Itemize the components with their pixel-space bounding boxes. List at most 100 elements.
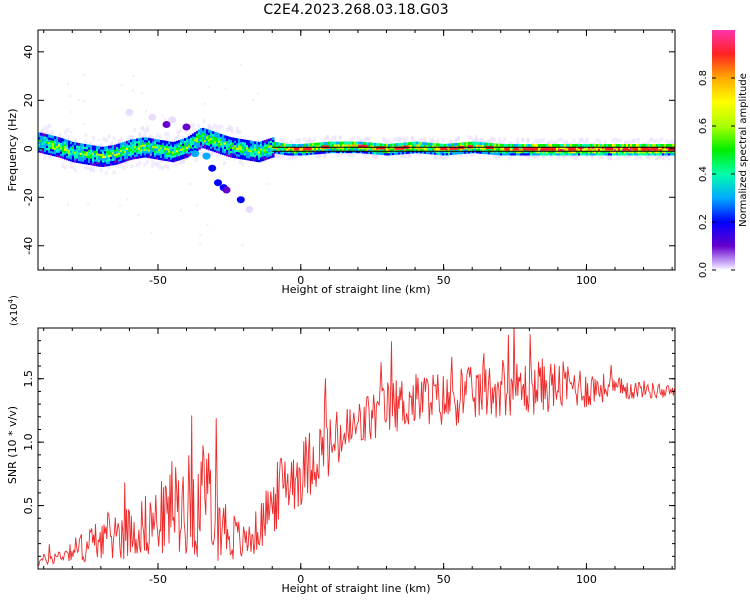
spectrogram-cell <box>200 139 203 142</box>
spectrogram-cell <box>467 141 471 145</box>
spectrogram-cell <box>106 154 109 158</box>
spectrogram-cell <box>563 144 567 147</box>
spectrogram-cell <box>146 144 149 147</box>
spectrogram-cell <box>647 140 651 145</box>
spectrogram-cell <box>98 153 101 156</box>
spectrogram-cell <box>176 156 179 159</box>
spectrogram-cell <box>72 159 75 163</box>
spectrogram-cell <box>204 137 207 141</box>
spectrogram-cell <box>215 124 219 129</box>
snr-plot <box>38 328 675 566</box>
spectrogram-cell <box>531 147 539 151</box>
spectrogram-cell <box>323 150 327 154</box>
spectrogram-cell <box>68 149 71 153</box>
spectrogram-cell <box>427 151 431 155</box>
spectrogram-cell <box>130 141 133 145</box>
spectrogram-cell <box>285 143 289 147</box>
spectrogram-cell <box>154 149 157 153</box>
spectrogram-cell <box>465 148 469 152</box>
spectrogram-cell <box>60 153 63 156</box>
snr-x-tick-label: 0 <box>297 573 304 586</box>
spectrogram-cell <box>102 164 105 167</box>
spectrogram-cell <box>481 151 485 154</box>
spectrogram-cell <box>168 141 171 145</box>
spectrogram-cell <box>443 150 447 154</box>
spectrogram-cell <box>245 205 254 213</box>
spectrogram-cell <box>529 152 533 156</box>
spectrogram-cell <box>196 137 199 141</box>
spectrogram-cell <box>182 149 185 153</box>
spectrogram-cell <box>88 144 91 148</box>
spectrogram-cell <box>657 154 661 158</box>
spectrogram-cell <box>649 144 653 147</box>
spectrogram-cell <box>90 153 93 157</box>
spectrogram-cell <box>359 141 363 145</box>
spectrogram-cell <box>72 150 75 154</box>
spectrogram-cell <box>220 151 223 155</box>
spectrogram-cell <box>515 150 519 154</box>
spectrogram-cell <box>650 147 659 151</box>
spectrogram-cell <box>269 140 273 143</box>
spectrogram-cell <box>531 144 535 147</box>
spectrogram-cell <box>174 156 177 160</box>
spectrogram-cell <box>94 161 97 164</box>
spectrogram-cell <box>271 154 275 158</box>
spectrogram-cell <box>44 151 47 155</box>
spectrogram-cell <box>74 153 77 157</box>
spectrogram-cell <box>635 144 639 147</box>
spectrogram-cell <box>472 151 476 156</box>
spectrogram-cell <box>493 154 496 159</box>
spectrogram-cell <box>136 140 139 144</box>
spectrogram-cell <box>551 150 555 154</box>
spectrogram-cell <box>501 150 505 154</box>
spectrogram-cell <box>110 162 113 166</box>
spectrogram-cell <box>94 154 97 158</box>
spectrogram-cell <box>252 156 255 160</box>
spectrogram-cell <box>633 144 637 147</box>
spectrogram-cell <box>593 144 597 147</box>
spectrogram-cell <box>232 137 235 141</box>
spectrogram-cell <box>651 152 655 156</box>
spectrogram-cell <box>655 152 659 156</box>
spectrogram-cell <box>214 138 217 142</box>
spectrogram-cell <box>42 133 45 137</box>
spectrogram-cell <box>134 141 137 144</box>
spectrogram-heatmap <box>38 64 675 247</box>
spectrogram-cell <box>317 151 321 155</box>
spectrogram-cell <box>508 156 512 161</box>
spectrogram-cell <box>64 143 67 147</box>
spectrogram-cell <box>180 146 183 149</box>
spectrogram-cell <box>261 145 265 148</box>
spectrogram-cell <box>355 143 359 147</box>
spectrogram-cell <box>212 123 216 128</box>
spectrogram-cell <box>545 150 549 154</box>
spectrogram-cell <box>531 153 535 158</box>
spectrogram-cell <box>513 152 517 156</box>
spectrogram-cell <box>269 146 273 150</box>
spectrogram-cell <box>473 143 477 147</box>
spectrogram-cell <box>559 150 563 154</box>
spectrogram-cell <box>246 153 249 156</box>
spectrogram-cell <box>423 151 427 154</box>
spectrogram-cell <box>436 155 440 160</box>
spectrogram-cell <box>226 136 229 139</box>
spectrogram-cell <box>224 87 227 90</box>
spectrogram-cell <box>174 143 177 147</box>
spectrogram-cell <box>107 134 111 139</box>
spectrogram-cell <box>116 144 119 147</box>
spectrogram-cell <box>315 142 319 146</box>
spectrogram-cell <box>403 149 407 152</box>
spectrogram-cell <box>160 155 163 158</box>
spectrogram-cell <box>112 153 115 157</box>
spectrogram-cell <box>162 121 171 128</box>
spectrogram-cell <box>441 152 445 156</box>
spectrogram-cell <box>206 138 209 141</box>
spectrogram-cell <box>534 139 538 144</box>
spectrogram-cell <box>138 138 141 141</box>
spectrogram-cell <box>58 154 61 158</box>
spectrogram-cell <box>597 148 601 152</box>
spectrogram-cell <box>283 147 287 151</box>
spectrogram-cell <box>479 144 483 148</box>
